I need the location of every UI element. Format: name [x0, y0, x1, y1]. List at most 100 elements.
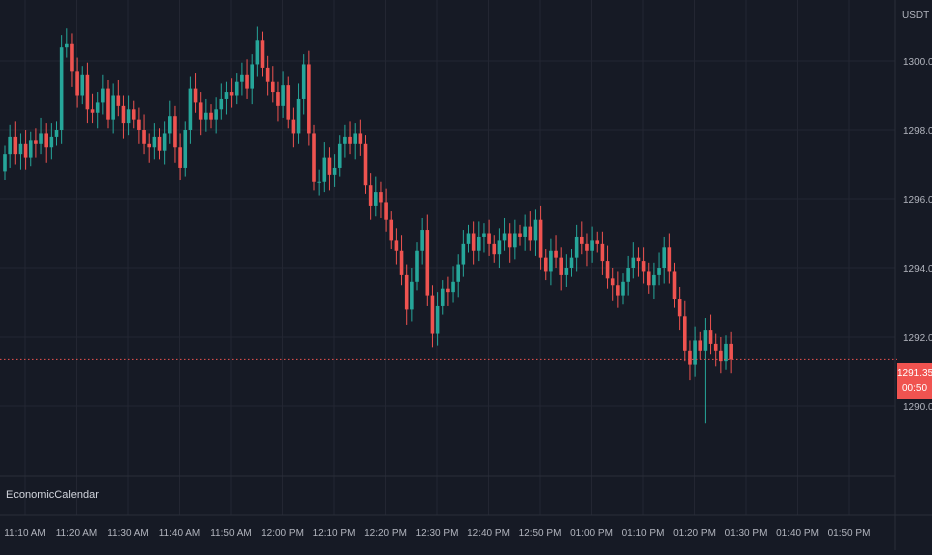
x-tick-label: 12:40 PM [467, 528, 510, 539]
y-tick-label: 1294.00 [903, 264, 932, 275]
candle-body [667, 247, 672, 272]
candle-body [162, 133, 167, 151]
candle-body [477, 236, 481, 251]
candle-body [724, 343, 728, 362]
candle-body [291, 119, 296, 134]
candle-body [554, 250, 558, 258]
candle-body [126, 109, 131, 124]
price-axis-currency-label: USDT [902, 10, 930, 21]
candle-body [121, 105, 126, 124]
candle-body [688, 350, 692, 365]
candle-body [168, 116, 172, 134]
candle-body [353, 133, 357, 144]
candle-body [54, 130, 59, 137]
candle-body [106, 88, 110, 120]
candle-body [538, 219, 543, 258]
candle-body [384, 202, 388, 220]
candle-body [28, 140, 33, 158]
x-tick-label: 12:10 PM [313, 528, 356, 539]
candle-body [173, 116, 177, 148]
candle-body [631, 257, 636, 268]
x-tick-label: 11:50 AM [210, 528, 252, 539]
candle-body [286, 85, 291, 120]
candle-body [271, 81, 275, 93]
candle-body [528, 226, 533, 241]
x-tick-label: 01:10 PM [622, 528, 665, 539]
candle-body [415, 250, 419, 282]
candle-body [440, 288, 445, 306]
candle-body [394, 240, 399, 251]
candle-body [116, 95, 121, 106]
x-tick-label: 12:50 PM [519, 528, 562, 539]
candle-body [214, 109, 218, 120]
candle-body [549, 250, 553, 272]
candle-body [430, 295, 435, 334]
candle-body [142, 130, 146, 144]
candle-body [265, 67, 270, 82]
y-tick-label: 1292.00 [903, 333, 932, 344]
candle-body [85, 74, 90, 110]
candle-body [698, 340, 703, 351]
candle-body [590, 240, 594, 251]
candle-body [574, 236, 579, 258]
candle-body [101, 88, 105, 103]
candle-body [410, 281, 414, 310]
candle-body [337, 143, 342, 168]
candle-body [157, 136, 162, 151]
candle-body [646, 271, 651, 286]
candle-body [471, 233, 476, 251]
candle-body [188, 88, 193, 130]
candle-body [456, 264, 460, 282]
candle-body [657, 268, 661, 275]
x-tick-label: 11:30 AM [107, 528, 149, 539]
candle-body [219, 98, 224, 110]
candle-body [662, 247, 666, 268]
candle-body [3, 154, 7, 172]
candle-body [312, 133, 316, 182]
candle-body [513, 233, 517, 248]
candle-body [652, 274, 656, 286]
candles [3, 26, 733, 424]
candle-body [693, 340, 697, 365]
y-tick-label: 1298.00 [903, 126, 932, 137]
candle-body [131, 109, 136, 120]
candle-body [533, 219, 538, 241]
candle-body [585, 243, 589, 251]
last-price-tag: 1291.35 00:50 [897, 363, 932, 399]
candle-body [301, 64, 306, 99]
candle-body [435, 305, 440, 334]
candle-body [255, 40, 260, 65]
candle-body [229, 92, 234, 96]
candle-body [70, 43, 74, 72]
candle-body [595, 240, 600, 244]
x-tick-label: 01:50 PM [828, 528, 871, 539]
indicator-panel-label[interactable]: EconomicCalendar [6, 489, 99, 501]
candle-body [425, 230, 430, 296]
candle-body [327, 157, 332, 175]
candle-body [44, 133, 48, 148]
candle-body [111, 95, 115, 120]
candle-body [363, 143, 368, 186]
x-tick-label: 12:30 PM [416, 528, 459, 539]
candle-body [420, 230, 424, 251]
candle-body [193, 88, 198, 103]
candle-body [379, 192, 383, 203]
candle-body [621, 281, 625, 296]
y-tick-label: 1300.00 [903, 57, 932, 68]
candle-body [559, 257, 563, 275]
x-tick-label: 01:00 PM [570, 528, 613, 539]
y-tick-label: 1296.00 [903, 195, 932, 206]
candle-body [34, 140, 38, 144]
candle-body [250, 64, 254, 89]
candle-body [404, 274, 409, 310]
candle-body [708, 330, 713, 344]
candle-body [466, 233, 471, 244]
candle-body [260, 40, 265, 68]
candle-body [281, 85, 285, 106]
candle-body [358, 133, 363, 144]
candle-body [492, 243, 497, 255]
x-tick-label: 12:00 PM [261, 528, 304, 539]
